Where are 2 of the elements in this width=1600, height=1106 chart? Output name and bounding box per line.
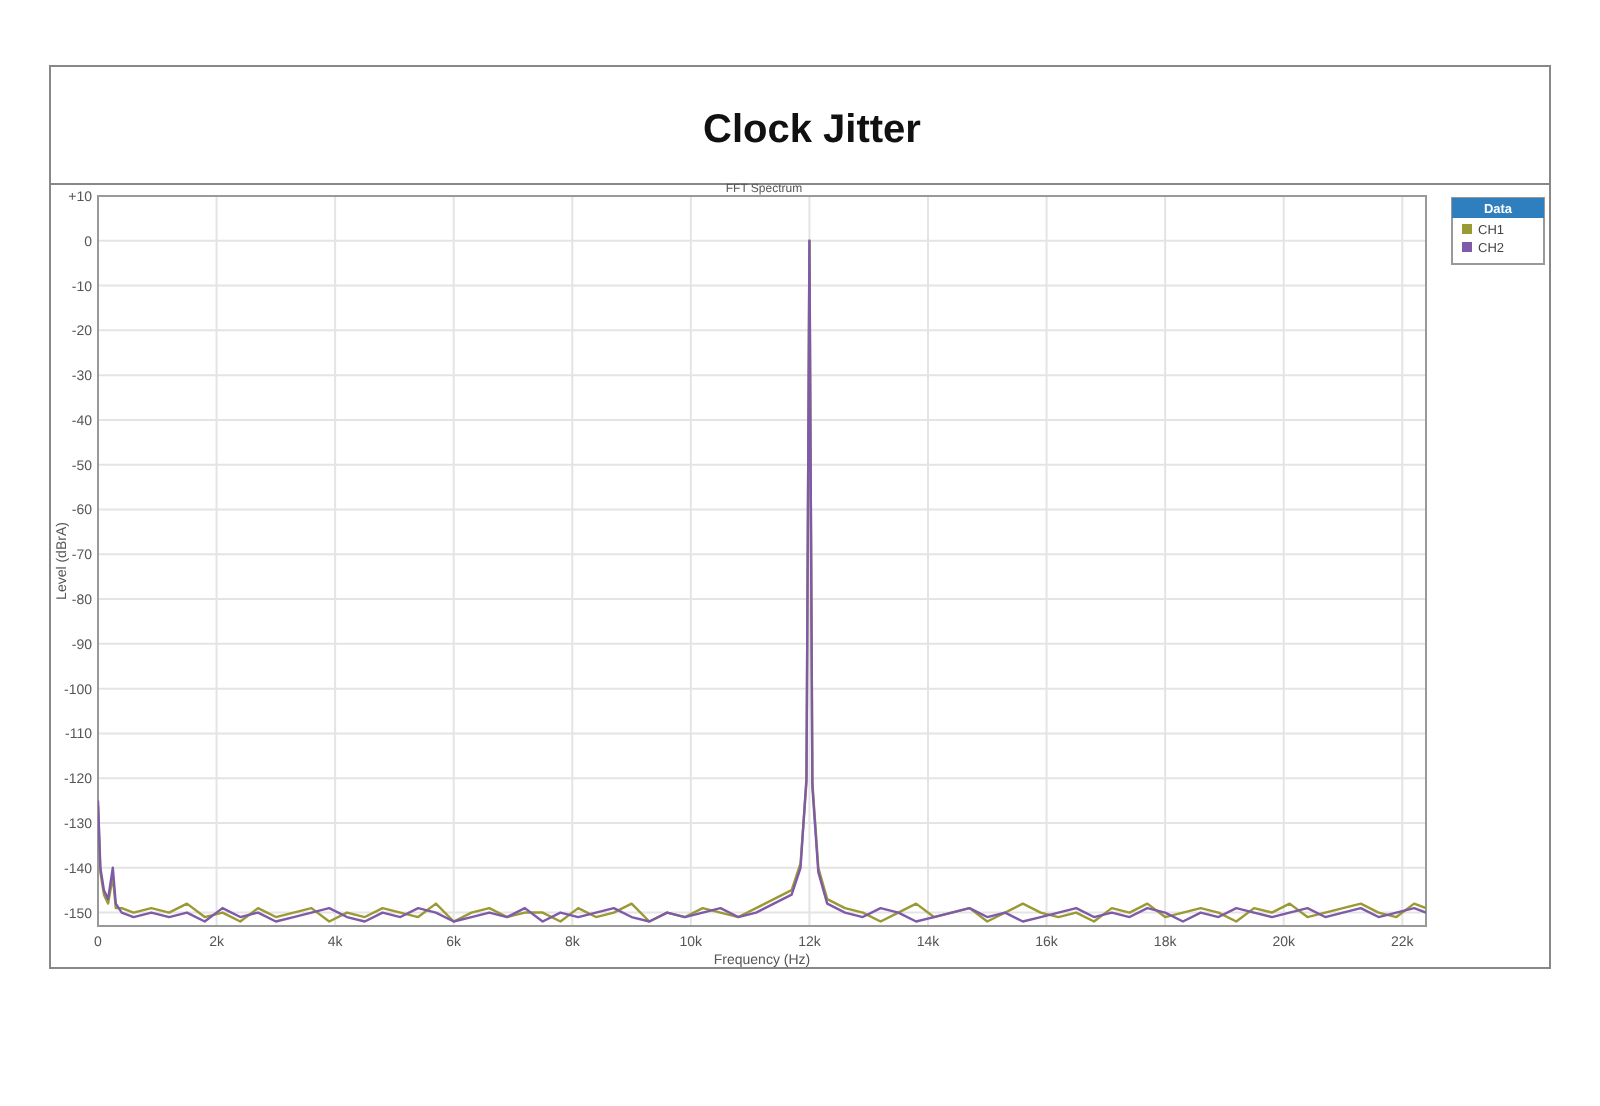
chart-title: Clock Jitter bbox=[703, 108, 922, 152]
line-series bbox=[98, 239, 1426, 923]
